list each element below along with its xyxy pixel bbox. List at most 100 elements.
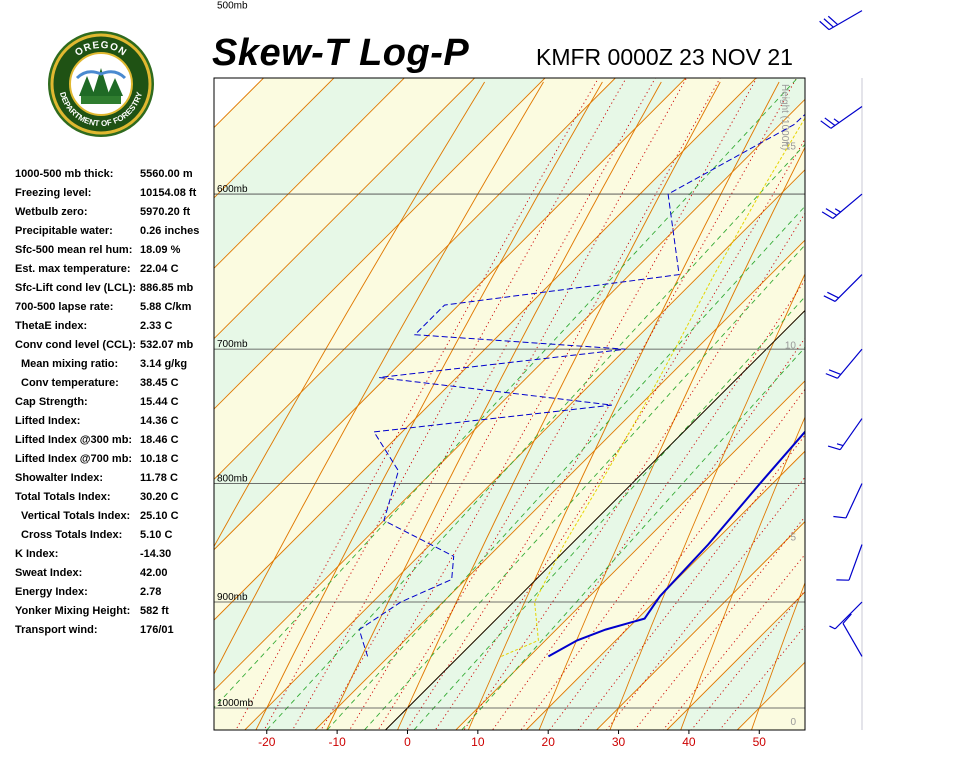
- index-value: 18.09 %: [140, 244, 181, 256]
- wind-full-barb: [823, 295, 836, 303]
- wind-barb: [819, 10, 863, 31]
- isotherm-line: [455, 380, 805, 730]
- index-row: Showalter Index: 11.78 C: [15, 472, 215, 491]
- wind-shaft: [834, 601, 863, 630]
- index-label: Sweat Index:: [15, 567, 83, 579]
- index-label: Yonker Mixing Height:: [15, 605, 131, 617]
- wind-barb: [821, 193, 863, 220]
- dry-adiabat: [751, 581, 805, 730]
- index-row: Lifted Index @700 mb: 10.18 C: [15, 453, 215, 472]
- profiles: [358, 113, 805, 658]
- dry-adiabat: [538, 146, 805, 730]
- wind-shaft: [839, 418, 863, 451]
- index-label: 700-500 lapse rate:: [15, 301, 114, 313]
- dewpoint-trace: [358, 113, 805, 657]
- index-value: 0.26 inches: [140, 225, 200, 237]
- index-value: 176/01: [140, 624, 174, 636]
- wind-barb: [827, 418, 863, 451]
- dry-adiabat: [326, 81, 662, 730]
- x-tick-label: 40: [682, 735, 696, 749]
- wind-full-barb: [833, 515, 847, 519]
- moist-adiabat: [548, 388, 805, 730]
- dry-adiabat: [214, 81, 544, 675]
- index-label: Transport wind:: [15, 624, 98, 636]
- dry-adiabat: [822, 82, 960, 730]
- height-label: 10: [785, 341, 797, 352]
- stability-indices-panel: 1000-500 mb thick: 5560.00 m Freezing leve…: [15, 168, 215, 643]
- wind-full-barb: [824, 117, 836, 126]
- dry-adiabat: [609, 272, 805, 730]
- index-value: 2.33 C: [140, 320, 173, 332]
- index-label: Mean mixing ratio:: [21, 358, 119, 370]
- pressure-label: 500mb: [217, 1, 248, 12]
- index-value: 10154.08 ft: [140, 187, 197, 199]
- height-label: 15: [785, 142, 797, 153]
- page-title: Skew-T Log-P: [212, 32, 470, 74]
- x-tick-label: 10: [471, 735, 485, 749]
- wind-full-barb: [827, 15, 839, 26]
- moist-adiabat: [434, 138, 805, 730]
- index-row: Precipitable water: 0.26 inches: [15, 225, 215, 244]
- wind-barb: [833, 483, 863, 519]
- wind-full-barb: [827, 445, 841, 451]
- wind-shaft: [845, 483, 863, 519]
- index-label: 1000-500 mb thick:: [15, 168, 114, 180]
- index-row: Yonker Mixing Height: 582 ft: [15, 605, 215, 624]
- index-value: 582 ft: [140, 605, 169, 617]
- temperature-trace: [547, 430, 805, 658]
- isotherm-line: [214, 78, 687, 551]
- index-value: 5.88 C/km: [140, 301, 192, 313]
- index-row: Conv cond level (CCL): 532.07 mb: [15, 339, 215, 358]
- index-label: Lifted Index @700 mb:: [15, 453, 133, 465]
- mixing-ratio-line: [413, 296, 805, 730]
- height-axis-title: Height (1000ft): [779, 84, 790, 150]
- index-label: Showalter Index:: [15, 472, 104, 484]
- index-label: Freezing level:: [15, 187, 92, 199]
- isotherm-band: [214, 78, 805, 691]
- index-value: 2.78: [140, 586, 162, 598]
- pressure-label: 700mb: [217, 339, 248, 350]
- wind-barb: [825, 348, 863, 379]
- wind-shaft: [837, 348, 863, 379]
- moist-adiabat: [406, 78, 797, 730]
- dry-adiabat: [255, 81, 603, 730]
- index-value: 5970.20 ft: [140, 206, 191, 218]
- wind-full-barb: [823, 18, 834, 28]
- isotherm-line: [214, 78, 546, 410]
- isotherm-line: [214, 78, 405, 269]
- isotherm-line: [666, 591, 805, 730]
- index-label: Conv cond level (CCL):: [15, 339, 137, 351]
- wind-half-barb: [834, 208, 841, 213]
- index-row: Sfc-Lift cond lev (LCL): 886.85 mb: [15, 282, 215, 301]
- height-labels: 05101520253035404550Height (1000ft): [779, 84, 797, 728]
- index-row: Total Totals Index: 30.20 C: [15, 491, 215, 510]
- index-label: ThetaE index:: [15, 320, 88, 332]
- index-label: Wetbulb zero:: [15, 206, 88, 218]
- index-label: Conv temperature:: [21, 377, 119, 389]
- wind-shaft: [832, 193, 863, 219]
- moist-adiabat: [349, 78, 721, 730]
- wind-barbs: [819, 10, 863, 730]
- x-tick-label: 50: [753, 735, 767, 749]
- index-label: Vertical Totals Index:: [21, 510, 131, 522]
- index-row: Lifted Index: 14.36 C: [15, 415, 215, 434]
- index-value: 22.04 C: [140, 263, 179, 275]
- x-tick-label: 20: [542, 735, 556, 749]
- wind-full-barb: [825, 373, 838, 379]
- index-value: 886.85 mb: [140, 282, 194, 294]
- isotherm-line: [214, 78, 335, 199]
- index-row: Mean mixing ratio: 3.14 g/kg: [15, 358, 215, 377]
- dry-adiabat: [467, 81, 780, 730]
- isotherm-line: [314, 239, 805, 730]
- isotherm-line: [244, 169, 805, 730]
- mixing-ratio-line: [266, 143, 805, 730]
- isotherm-line: [808, 78, 960, 730]
- index-value: 18.46 C: [140, 434, 179, 446]
- pressure-label: 600mb: [217, 184, 248, 195]
- x-tick-labels: -20 -10 0 10 20 30 40 50: [258, 730, 766, 749]
- index-value: 532.07 mb: [140, 339, 194, 351]
- wind-barb: [842, 613, 863, 657]
- index-row: Sfc-500 mean rel hum: 18.09 %: [15, 244, 215, 263]
- wind-barb: [820, 106, 863, 129]
